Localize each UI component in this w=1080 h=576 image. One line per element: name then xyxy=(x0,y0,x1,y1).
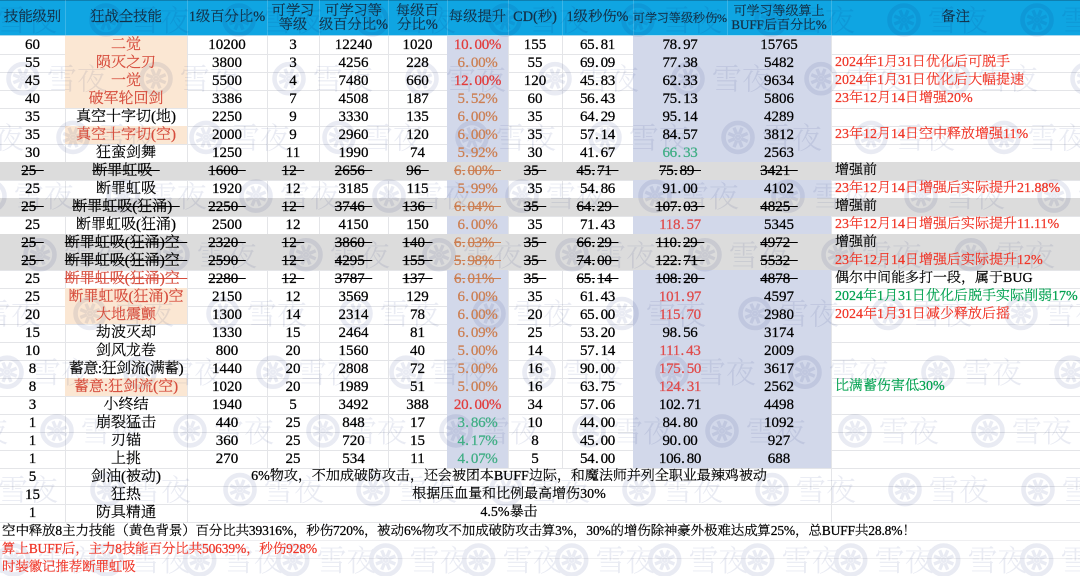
svg-text:雪夜: 雪夜 xyxy=(1062,466,1080,510)
svg-text:雪夜: 雪夜 xyxy=(929,466,989,510)
